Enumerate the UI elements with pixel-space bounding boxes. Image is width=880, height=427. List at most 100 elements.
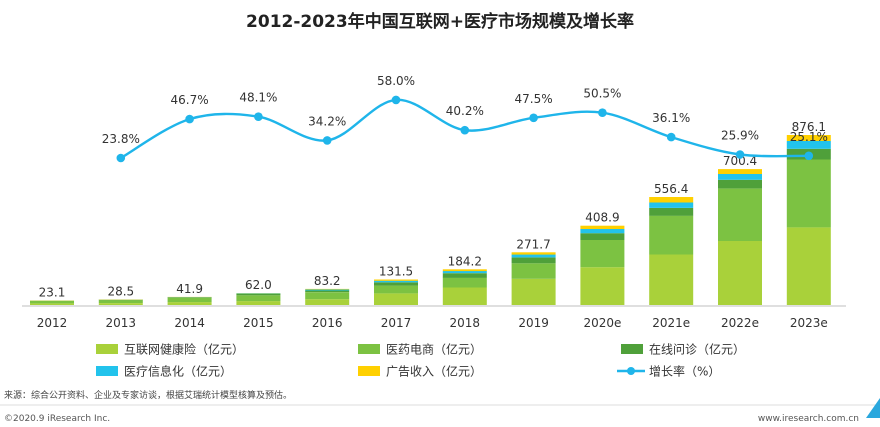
bar-segment-2016-s3 bbox=[305, 289, 350, 291]
corner-logo-icon bbox=[866, 398, 880, 418]
growth-point-2018 bbox=[460, 125, 470, 135]
total-label-2021e: 556.4 bbox=[654, 182, 688, 196]
x-tick-2020e: 2020e bbox=[583, 316, 621, 330]
bar-segment-2017-s2 bbox=[374, 282, 418, 286]
legend-swatch-1 bbox=[358, 344, 380, 354]
legend-swatch-0 bbox=[96, 344, 118, 354]
total-label-2017: 131.5 bbox=[379, 265, 413, 279]
bar-segment-2013-s0 bbox=[98, 303, 143, 305]
bar-segment-2018-s2 bbox=[442, 273, 487, 278]
growth-label-2018: 40.2% bbox=[446, 104, 484, 118]
bar-segment-2018-s3 bbox=[442, 271, 487, 274]
bar-segment-2021e-s1 bbox=[649, 215, 694, 255]
bar-segment-2016-s1 bbox=[305, 292, 350, 300]
copyright-text: ©2020.9 iResearch Inc. bbox=[4, 414, 110, 424]
bar-segment-2019-s1 bbox=[511, 263, 556, 279]
growth-point-2017 bbox=[391, 95, 401, 105]
x-axis-ticks: 2012 2013 2014 2015 2016 2017 2018 2019 2020e 202… bbox=[37, 316, 828, 330]
growth-point-2019 bbox=[529, 113, 538, 123]
growth-label-2015: 48.1% bbox=[239, 91, 277, 105]
bar-segment-2016-s0 bbox=[305, 299, 350, 305]
source-note: 来源：综合公开资料、企业及专家访谈，根据艾瑞统计模型核算及预估。 bbox=[4, 389, 292, 401]
x-tick-2021e: 2021e bbox=[652, 316, 690, 330]
bar-segment-2016-s4 bbox=[305, 288, 350, 290]
total-label-2022e: 700.4 bbox=[723, 154, 757, 168]
bar-segment-2017-s3 bbox=[374, 280, 418, 283]
bar-segment-2022e-s3 bbox=[718, 174, 762, 180]
growth-label-2013: 23.8% bbox=[102, 132, 140, 146]
bar-layer: 23.1 28.5 41.9 62.0 83.2 131.5 184.2 271.7 408.9… bbox=[30, 120, 831, 305]
total-label-2016: 83.2 bbox=[314, 274, 341, 288]
growth-point-2016 bbox=[322, 136, 332, 145]
bar-segment-2022e-s1 bbox=[718, 188, 762, 241]
bar-segment-2020e-s3 bbox=[580, 228, 625, 234]
x-tick-2016: 2016 bbox=[312, 316, 343, 330]
growth-label-2022e: 25.9% bbox=[721, 129, 759, 143]
growth-point-2013 bbox=[116, 153, 126, 163]
legend-label-2: 在线问诊（亿元） bbox=[649, 342, 745, 357]
bar-segment-2017-s0 bbox=[374, 293, 418, 305]
bar-segment-2015-s1 bbox=[236, 295, 281, 302]
growth-label-2014: 46.7% bbox=[171, 93, 209, 107]
bar-segment-2019-s3 bbox=[511, 254, 556, 258]
x-tick-2023e: 2023e bbox=[790, 316, 828, 330]
bar-segment-2014-s2 bbox=[167, 297, 212, 298]
growth-label-2016: 34.2% bbox=[308, 114, 346, 128]
legend-swatch-3 bbox=[96, 366, 118, 376]
bar-segment-2022e-s2 bbox=[718, 179, 762, 189]
bar-segment-2020e-s1 bbox=[580, 240, 625, 268]
legend: 互联网健康险（亿元） 医药电商（亿元） 在线问诊（亿元） 医疗信息化（亿元） 广告收入（… bbox=[96, 342, 745, 379]
bar-segment-2021e-s3 bbox=[649, 202, 694, 208]
bar-segment-2013-s1 bbox=[98, 300, 143, 303]
x-tick-2018: 2018 bbox=[450, 316, 481, 330]
bar-segment-2013-s2 bbox=[98, 299, 143, 301]
growth-point-2014 bbox=[185, 114, 194, 124]
growth-point-2015 bbox=[254, 112, 263, 121]
growth-label-2019: 47.5% bbox=[515, 92, 553, 106]
bar-segment-2020e-s4 bbox=[580, 225, 625, 229]
x-tick-2019: 2019 bbox=[518, 316, 549, 330]
bar-segment-2020e-s2 bbox=[580, 233, 625, 240]
bar-segment-2021e-s4 bbox=[649, 197, 694, 203]
bar-segment-2019-s4 bbox=[511, 252, 556, 255]
bar-segment-2018-s1 bbox=[442, 277, 487, 288]
growth-point-2021e bbox=[666, 132, 676, 142]
legend-label-5: 增长率（%） bbox=[649, 364, 720, 379]
bar-segment-2016-s2 bbox=[305, 290, 350, 293]
bar-segment-2023e-s1 bbox=[786, 159, 831, 228]
x-tick-2022e: 2022e bbox=[721, 316, 759, 330]
bar-segment-2017-s4 bbox=[374, 279, 418, 281]
growth-point-2023e bbox=[804, 151, 814, 161]
total-label-2013: 28.5 bbox=[107, 285, 134, 299]
bar-segment-2012-s1 bbox=[30, 300, 74, 304]
bar-segment-2019-s0 bbox=[511, 278, 556, 305]
bar-segment-2015-s0 bbox=[236, 301, 281, 305]
x-tick-2012: 2012 bbox=[37, 316, 68, 330]
legend-swatch-4 bbox=[358, 366, 380, 376]
bar-segment-2014-s1 bbox=[167, 297, 212, 303]
bar-segment-2018-s0 bbox=[442, 287, 487, 305]
total-label-2018: 184.2 bbox=[448, 254, 482, 268]
x-tick-2015: 2015 bbox=[243, 316, 274, 330]
bar-segment-2012-s0 bbox=[30, 303, 74, 305]
total-label-2014: 41.9 bbox=[176, 282, 203, 296]
growth-point-2020e bbox=[598, 108, 607, 117]
bar-segment-2015-s2 bbox=[236, 293, 281, 296]
legend-label-1: 医药电商（亿元） bbox=[386, 342, 482, 357]
bar-segment-2019-s2 bbox=[511, 257, 556, 264]
growth-label-2021e: 36.1% bbox=[652, 111, 690, 125]
chart-title: 2012-2023年中国互联网+医疗市场规模及增长率 bbox=[246, 11, 634, 32]
x-tick-2013: 2013 bbox=[106, 316, 137, 330]
bar-segment-2023e-s0 bbox=[786, 227, 831, 305]
x-tick-2014: 2014 bbox=[174, 316, 205, 330]
total-label-2012: 23.1 bbox=[39, 286, 66, 300]
bar-segment-2014-s0 bbox=[167, 302, 212, 305]
total-label-2019: 271.7 bbox=[516, 237, 550, 251]
bar-segment-2022e-s4 bbox=[718, 169, 762, 174]
legend-marker-growth bbox=[627, 367, 635, 375]
bar-segment-2017-s1 bbox=[374, 285, 418, 294]
bar-segment-2021e-s0 bbox=[649, 254, 694, 305]
bar-segment-2021e-s2 bbox=[649, 208, 694, 216]
bar-segment-2023e-s4 bbox=[786, 135, 831, 141]
